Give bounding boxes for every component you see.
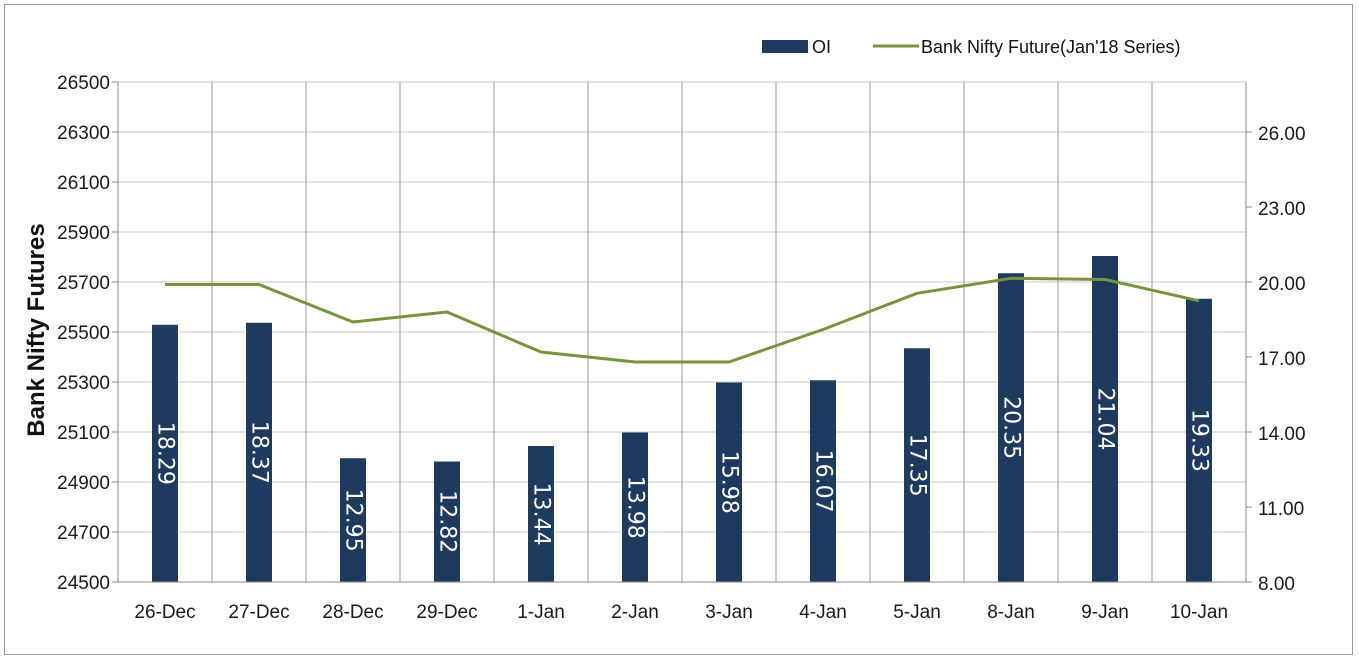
left-tick-label: 24700 (57, 523, 110, 544)
bar-oi (246, 322, 272, 582)
bars (152, 256, 1212, 582)
left-tick-label: 25900 (57, 223, 110, 244)
bar-data-label: 18.37 (247, 421, 272, 484)
left-tick-label: 25700 (57, 273, 110, 294)
legend-oi-label: OI (812, 37, 831, 57)
x-axis-ticks: 26-Dec 27-Dec 28-Dec 29-Dec 1-Jan 2-Jan 3-Jan 4… (134, 602, 1228, 623)
grid (118, 81, 1246, 583)
x-tick-label: 5-Jan (893, 602, 941, 623)
left-axis-ticks: 24500 24700 24900 25100 25300 25500 25700 25900… (57, 73, 118, 594)
left-tick-label: 24900 (57, 473, 110, 494)
bar-data-label: 19.33 (1187, 409, 1212, 472)
line-series (165, 276, 1200, 364)
bar-data-label: 20.35 (999, 396, 1024, 459)
left-tick-label: 25500 (57, 323, 110, 344)
right-tick-label: 26.00 (1258, 124, 1306, 145)
x-tick-label: 10-Jan (1170, 602, 1228, 623)
x-tick-label: 3-Jan (705, 602, 753, 623)
x-tick-label: 8-Jan (987, 602, 1035, 623)
left-tick-label: 26500 (57, 73, 110, 94)
legend: OI Bank Nifty Future(Jan'18 Series) (762, 37, 1181, 57)
legend-line-label: Bank Nifty Future(Jan'18 Series) (921, 37, 1181, 57)
bar-oi (434, 461, 460, 582)
left-tick-label: 24500 (57, 573, 110, 594)
bar-data-label: 15.98 (717, 451, 742, 514)
left-tick-label: 26100 (57, 173, 110, 194)
y-axis-title: Bank Nifty Futures (23, 223, 50, 436)
bar-data-label: 13.98 (623, 476, 648, 539)
bar-oi (904, 348, 930, 582)
chart-frame (4, 4, 1353, 655)
x-tick-label: 29-Dec (416, 602, 477, 623)
bar-data-label: 17.35 (905, 434, 930, 497)
right-tick-label: 23.00 (1258, 199, 1306, 220)
left-tick-label: 26300 (57, 123, 110, 144)
right-tick-label: 11.00 (1258, 499, 1304, 520)
right-tick-label: 20.00 (1258, 274, 1306, 295)
legend-oi-swatch (762, 40, 808, 53)
bar-oi (810, 380, 836, 582)
x-tick-label: 4-Jan (799, 602, 847, 623)
bar-data-label: 12.82 (435, 490, 460, 553)
left-tick-label: 25300 (57, 373, 110, 394)
bar-oi (340, 458, 366, 582)
bar-oi (152, 324, 178, 582)
line-bank-nifty-future (165, 276, 1200, 364)
bar-data-label: 12.95 (341, 489, 366, 552)
x-tick-label: 1-Jan (517, 602, 565, 623)
right-tick-label: 8.00 (1258, 574, 1295, 595)
x-tick-label: 27-Dec (228, 602, 289, 623)
x-tick-label: 2-Jan (611, 602, 659, 623)
right-axis-ticks: 8.00 11.00 14.00 17.00 20.00 23.00 26.00 (1246, 124, 1306, 595)
x-tick-label: 9-Jan (1081, 602, 1129, 623)
right-tick-label: 17.00 (1258, 349, 1306, 370)
bar-data-label: 13.44 (529, 483, 554, 546)
left-tick-label: 25100 (57, 423, 110, 444)
bar-data-label: 21.04 (1093, 388, 1118, 451)
bar-oi (528, 446, 554, 582)
bar-labels: 18.29 18.37 12.95 12.82 13.44 13.98 15.98 16.07… (153, 388, 1212, 554)
bar-data-label: 16.07 (811, 450, 836, 513)
x-tick-label: 28-Dec (322, 602, 383, 623)
right-tick-label: 14.00 (1258, 424, 1306, 445)
bar-oi (1186, 298, 1212, 582)
bar-data-label: 18.29 (153, 422, 178, 485)
x-tick-label: 26-Dec (134, 602, 195, 623)
bar-oi (716, 382, 742, 582)
bar-oi (1092, 256, 1118, 582)
bar-oi (998, 273, 1024, 582)
bar-oi (622, 432, 648, 582)
